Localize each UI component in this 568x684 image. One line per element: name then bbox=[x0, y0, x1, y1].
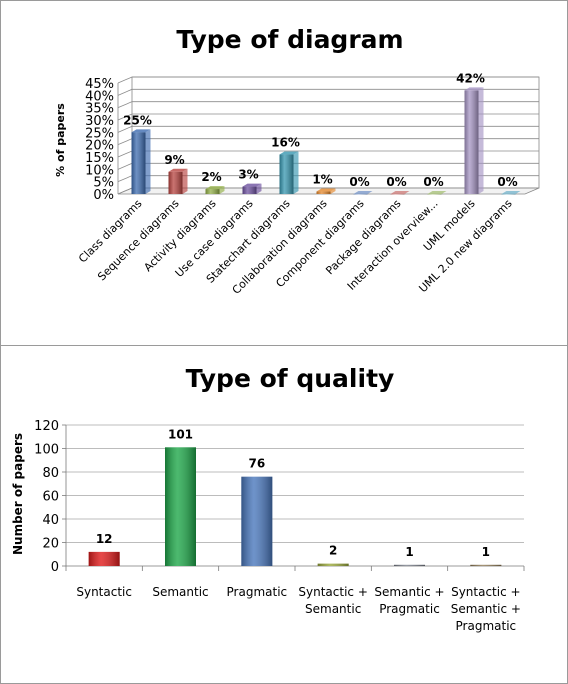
chart1-data-label: 0% bbox=[497, 175, 517, 189]
chart1-bar bbox=[242, 183, 262, 194]
chart1-data-label: 42% bbox=[456, 71, 485, 85]
chart1-data-label: 0% bbox=[386, 175, 406, 189]
chart1-bar bbox=[427, 191, 447, 195]
type-of-diagram-chart: Type of diagram 0%5%10%15%20%25%30%35%40… bbox=[54, 25, 540, 297]
chart1-gridline bbox=[117, 88, 539, 96]
chart1-y-tick-label: 5% bbox=[93, 176, 114, 191]
chart1-bar bbox=[131, 129, 151, 194]
chart1-bar bbox=[168, 168, 188, 194]
chart1-y-tick-label: 40% bbox=[85, 89, 114, 104]
chart1-data-labels: 25% 9% 2% 3% 16% 1% 0% 0% 0% 42% 0% bbox=[123, 71, 518, 189]
panel-divider bbox=[0, 345, 568, 346]
chart1-y-axis-label: % of papers bbox=[54, 103, 67, 177]
chart1-data-label: 25% bbox=[123, 113, 152, 127]
chart1-bar bbox=[205, 186, 225, 194]
chart1-y-tick-label: 15% bbox=[85, 151, 114, 166]
chart1-bars bbox=[131, 87, 521, 195]
chart1-data-label: 0% bbox=[349, 175, 369, 189]
chart1-data-label: 0% bbox=[423, 175, 443, 189]
chart1-y-ticks: 0%5%10%15%20%25%30%35%40%45% bbox=[85, 77, 114, 203]
chart1-data-label: 9% bbox=[164, 153, 184, 167]
chart1-bar bbox=[279, 151, 299, 194]
chart1-category-label: Class diagrams bbox=[76, 197, 145, 266]
chart1-y-tick-label: 35% bbox=[85, 102, 114, 117]
chart1-bar bbox=[316, 188, 336, 194]
chart1-data-label: 3% bbox=[238, 168, 258, 182]
chart1-y-tick-label: 0% bbox=[93, 188, 114, 203]
chart1-data-label: 16% bbox=[271, 136, 300, 150]
chart1-bar bbox=[501, 191, 521, 195]
chart1-gridline bbox=[117, 125, 539, 133]
chart1-gridline bbox=[117, 101, 539, 109]
chart1-data-label: 2% bbox=[201, 170, 221, 184]
chart1-gridline bbox=[117, 76, 539, 84]
chart1-y-tick-label: 20% bbox=[85, 139, 114, 154]
chart1-bar bbox=[464, 87, 484, 194]
chart1-y-tick-label: 10% bbox=[85, 163, 114, 178]
chart1-bar bbox=[353, 191, 373, 195]
chart1-y-tick-label: 25% bbox=[85, 126, 114, 141]
chart1-y-tick-label: 45% bbox=[85, 77, 114, 92]
chart1-bar bbox=[390, 191, 410, 195]
chart1-y-tick-label: 30% bbox=[85, 114, 114, 129]
chart1-data-label: 1% bbox=[312, 173, 332, 187]
chart1-gridline bbox=[117, 113, 539, 121]
chart1-title: Type of diagram bbox=[176, 25, 403, 54]
